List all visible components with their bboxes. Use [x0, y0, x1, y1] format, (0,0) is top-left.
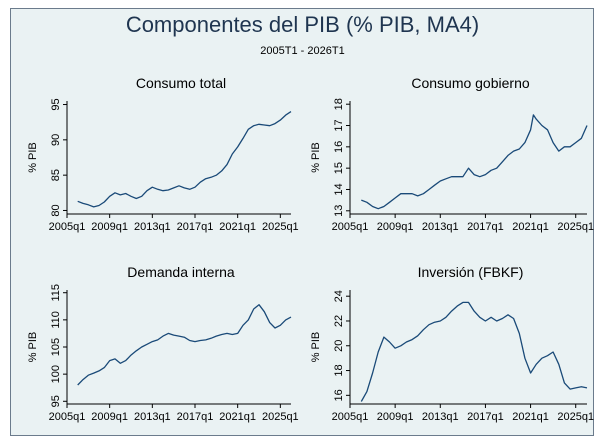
demanda-interna-x-tick-label: 2017q1 [177, 411, 214, 423]
inversion-fbkf-x-tick-label: 2005q1 [332, 411, 369, 423]
inversion-fbkf-x-tick-label: 2013q1 [422, 411, 459, 423]
inversion-fbkf-y-tick-label: 18 [333, 364, 345, 376]
inversion-fbkf-series-line [360, 301, 588, 402]
demanda-interna-x-tick-label: 2013q1 [134, 411, 171, 423]
consumo-gobierno-x-tick-label: 2025q1 [557, 221, 594, 233]
consumo-total-y-tick-label: 80 [50, 204, 62, 216]
demanda-interna-y-tick-label: 100 [50, 365, 62, 383]
demanda-interna-series-line [77, 304, 292, 386]
consumo-gobierno-y-tick-label: 18 [333, 98, 345, 110]
consumo-gobierno-y-tick-label: 15 [333, 162, 345, 174]
demanda-interna-x-tick-label: 2005q1 [49, 411, 86, 423]
figure-title: Componentes del PIB (% PIB, MA4) [125, 12, 480, 37]
inversion-fbkf-y-tick-label: 24 [333, 290, 345, 302]
consumo-total-x-tick-label: 2021q1 [219, 221, 256, 233]
inversion-fbkf-x-tick-label: 2025q1 [557, 411, 594, 423]
inversion-fbkf-y-tick-label: 22 [333, 315, 345, 327]
demanda-interna-title: Demanda interna [127, 264, 235, 280]
consumo-total-x-tick-label: 2025q1 [262, 221, 299, 233]
consumo-total-y-axis-label: % PIB [27, 142, 39, 173]
consumo-gobierno-x-tick-label: 2005q1 [332, 221, 369, 233]
consumo-gobierno-x-tick-label: 2021q1 [512, 221, 549, 233]
demanda-interna-x-tick-label: 2009q1 [91, 411, 128, 423]
consumo-total-series-line [77, 111, 292, 208]
consumo-total-y-tick-label: 95 [50, 98, 62, 110]
consumo-total-title: Consumo total [136, 75, 226, 91]
consumo-total-x-tick-label: 2009q1 [91, 221, 128, 233]
consumo-gobierno-series-line [361, 114, 588, 210]
demanda-interna-x-tick-label: 2021q1 [219, 411, 256, 423]
inversion-fbkf-y-axis-label: % PIB [310, 332, 322, 363]
consumo-gobierno-x-tick-label: 2009q1 [377, 221, 414, 233]
inversion-fbkf-x-tick-label: 2009q1 [377, 411, 414, 423]
inversion-fbkf-x-tick-label: 2017q1 [467, 411, 504, 423]
consumo-total-x-tick-label: 2013q1 [134, 221, 171, 233]
consumo-gobierno-y-tick-label: 13 [333, 205, 345, 217]
consumo-total-x-tick-label: 2005q1 [49, 221, 86, 233]
consumo-total-y-tick-label: 90 [50, 134, 62, 146]
consumo-gobierno-y-tick-label: 16 [333, 141, 345, 153]
figure-subtitle: 2005T1 - 2026T1 [260, 45, 345, 57]
consumo-gobierno-title: Consumo gobierno [411, 75, 530, 91]
consumo-total-y-tick-label: 85 [50, 169, 62, 181]
demanda-interna-y-tick-label: 95 [50, 395, 62, 407]
consumo-gobierno-y-tick-label: 17 [333, 119, 345, 131]
inversion-fbkf-title: Inversión (FBKF) [418, 264, 524, 280]
consumo-gobierno-y-tick-label: 14 [333, 183, 345, 195]
consumo-gobierno-x-tick-label: 2017q1 [467, 221, 504, 233]
inversion-fbkf-y-tick-label: 20 [333, 340, 345, 352]
demanda-interna-x-tick-label: 2025q1 [262, 411, 299, 423]
demanda-interna-y-axis-label: % PIB [27, 332, 39, 363]
demanda-interna-y-tick-label: 105 [50, 338, 62, 356]
consumo-gobierno-x-tick-label: 2013q1 [422, 221, 459, 233]
demanda-interna-y-tick-label: 110 [50, 311, 62, 329]
demanda-interna-y-tick-label: 115 [50, 284, 62, 302]
inversion-fbkf-x-tick-label: 2021q1 [512, 411, 549, 423]
consumo-total-x-tick-label: 2017q1 [177, 221, 214, 233]
consumo-gobierno-y-axis-label: % PIB [310, 142, 322, 173]
inversion-fbkf-y-tick-label: 16 [333, 389, 345, 401]
